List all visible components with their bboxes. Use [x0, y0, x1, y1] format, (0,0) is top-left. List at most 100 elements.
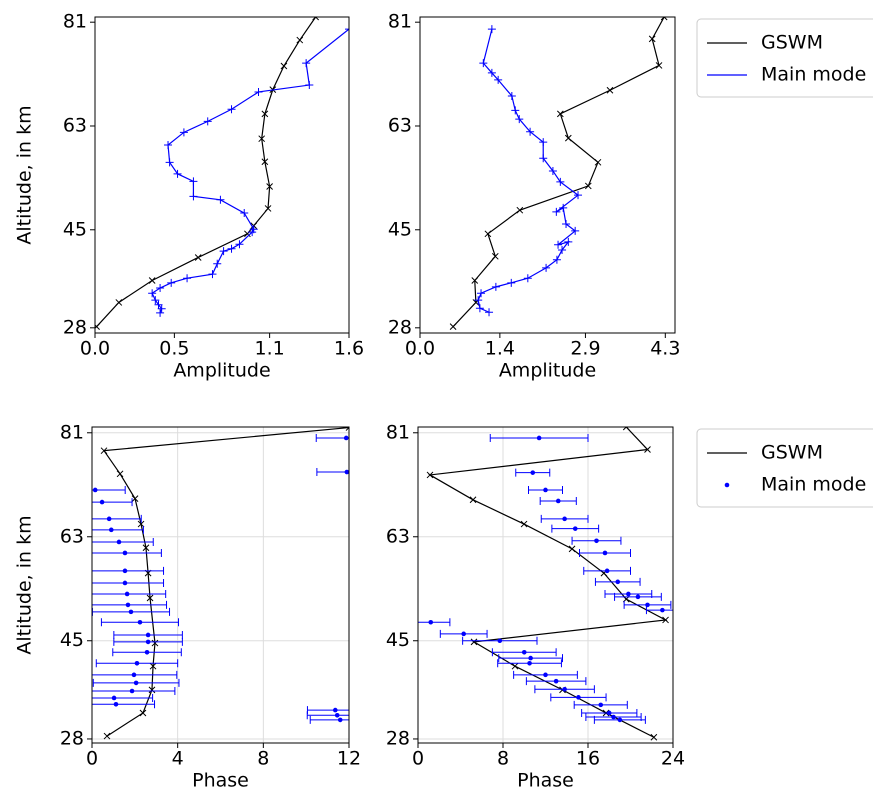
y-tick-label: 28: [388, 316, 412, 338]
marker: [558, 245, 567, 254]
marker: [626, 591, 631, 597]
marker: [598, 702, 604, 708]
marker: [470, 638, 478, 646]
y-tick-label: 81: [386, 421, 410, 443]
series-line: [428, 427, 668, 738]
marker: [208, 270, 217, 279]
marker: [264, 205, 272, 212]
marker: [487, 25, 496, 34]
marker: [334, 712, 340, 718]
y-tick-label: 45: [63, 218, 87, 240]
x-tick-label: 24: [661, 748, 685, 770]
marker: [576, 695, 581, 700]
marker: [552, 255, 561, 264]
x-tick-label: 0: [412, 748, 424, 770]
marker: [164, 141, 173, 150]
marker: [611, 714, 616, 720]
marker: [553, 678, 559, 684]
marker: [100, 447, 108, 455]
subplot: 0 8 16 24 28 45 63 81 Phase: [386, 421, 685, 789]
x-tick-label: 2.9: [570, 338, 600, 360]
y-tick-label: 81: [60, 421, 84, 443]
y-tick-label: 81: [388, 11, 412, 33]
y-tick-label: 28: [63, 316, 87, 338]
marker: [426, 471, 434, 479]
marker: [145, 632, 151, 638]
marker: [556, 177, 565, 186]
marker: [564, 237, 573, 246]
marker: [536, 435, 542, 441]
y-tick-label: 45: [386, 629, 410, 651]
marker: [148, 686, 156, 694]
marker: [216, 195, 225, 204]
marker: [189, 192, 198, 201]
marker: [572, 526, 578, 531]
marker: [584, 182, 592, 190]
marker: [145, 639, 151, 645]
marker: [149, 662, 157, 670]
marker: [555, 498, 561, 504]
marker: [131, 672, 137, 678]
marker: [520, 520, 528, 528]
marker: [528, 655, 533, 661]
marker: [487, 68, 496, 77]
x-tick-label: 1.6: [334, 338, 364, 360]
marker: [133, 680, 139, 686]
y-tick-label: 63: [386, 525, 410, 547]
marker: [106, 516, 112, 522]
marker: [261, 158, 269, 166]
marker: [337, 717, 343, 723]
marker: [507, 92, 516, 100]
y-tick-label: 63: [60, 525, 84, 547]
marker: [156, 308, 165, 317]
marker: [484, 230, 492, 238]
marker: [183, 274, 192, 283]
plot-area: [92, 427, 349, 740]
marker: [173, 169, 182, 178]
marker: [644, 446, 651, 453]
legend-box: [696, 18, 873, 98]
marker: [116, 539, 122, 545]
marker: [615, 579, 621, 585]
marker: [428, 619, 434, 625]
marker: [622, 427, 630, 431]
marker: [139, 709, 147, 717]
subplot: 0.0 1.4 2.9 4.3 28 45 63 81 Amplitude: [388, 11, 681, 382]
subplot: 0 4 8 12 28 45 63 81 Phase Altitude, in km GSWM Mai…: [14, 421, 873, 789]
x-tick-label: 0.5: [159, 338, 189, 360]
marker: [568, 545, 576, 553]
marker: [660, 607, 665, 613]
marker: [111, 695, 117, 701]
marker: [491, 252, 499, 260]
y-tick-label: 45: [388, 218, 412, 240]
x-tick-label: 16: [576, 748, 600, 770]
marker: [179, 128, 188, 137]
marker: [660, 17, 668, 21]
marker: [345, 25, 349, 34]
marker: [131, 495, 139, 502]
marker: [213, 259, 222, 268]
marker: [494, 75, 503, 84]
series-line: [102, 427, 349, 737]
subplot: 0.0 0.5 1.1 1.6 28 45 63 81 Amplitude Altitude, i…: [14, 11, 873, 382]
marker: [148, 277, 156, 284]
y-tick-label: 28: [60, 727, 84, 749]
marker: [574, 191, 583, 200]
x-tick-label: 0: [86, 748, 98, 770]
marker: [543, 487, 548, 493]
marker: [516, 206, 524, 214]
marker: [542, 263, 551, 272]
y-axis-label: Altitude, in km: [14, 515, 36, 654]
marker: [635, 594, 641, 600]
marker: [562, 220, 571, 229]
marker: [154, 300, 163, 309]
marker: [261, 110, 269, 118]
marker: [280, 62, 288, 70]
marker: [122, 568, 128, 574]
legend-marker: [724, 482, 730, 488]
marker: [116, 470, 124, 478]
marker: [648, 35, 656, 43]
marker: [122, 580, 128, 586]
x-tick-label: 1.1: [255, 338, 285, 360]
marker: [474, 296, 483, 305]
